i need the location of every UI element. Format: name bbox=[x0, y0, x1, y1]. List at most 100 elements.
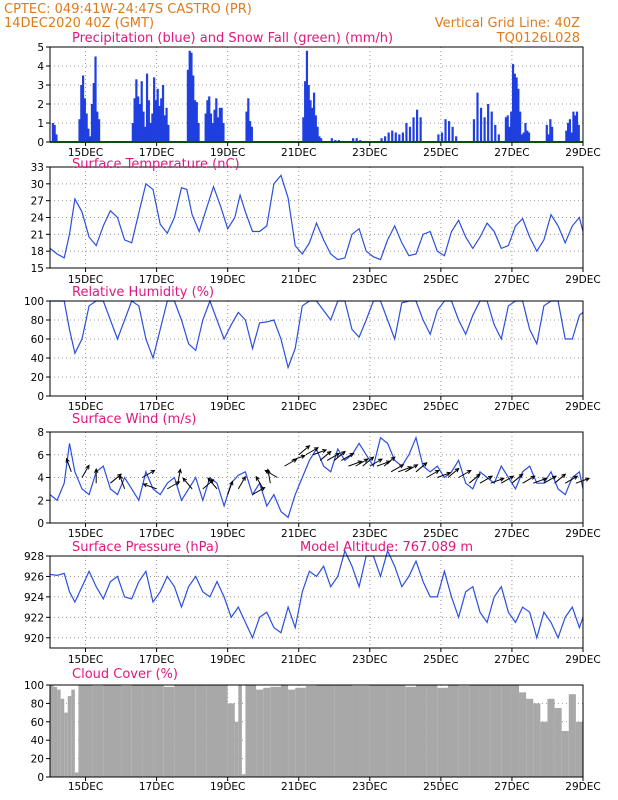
precip-bar bbox=[204, 113, 207, 142]
precip-bar bbox=[451, 126, 454, 142]
wind-arrow bbox=[182, 477, 193, 490]
wind-arrow-head bbox=[94, 468, 99, 474]
precip-bar bbox=[247, 98, 250, 142]
cloud-bar bbox=[64, 712, 68, 777]
wind-arrow bbox=[119, 475, 126, 490]
precip-bar bbox=[133, 98, 136, 142]
y-tick-label: 15 bbox=[31, 263, 44, 275]
y-tick-label: 0 bbox=[37, 772, 44, 784]
y-tick-label: 926 bbox=[24, 571, 44, 583]
x-tick-label: 29DEC bbox=[565, 147, 600, 159]
cloud-bar bbox=[78, 685, 82, 777]
wind-arrow bbox=[479, 475, 493, 484]
x-tick-label: 15DEC bbox=[68, 528, 103, 540]
precip-bar bbox=[401, 132, 404, 142]
precip-bar bbox=[387, 132, 390, 142]
cloud-bar bbox=[501, 685, 512, 777]
panel-frame bbox=[49, 684, 584, 778]
wind-arrow-head bbox=[422, 462, 428, 467]
precip-bar bbox=[511, 64, 515, 142]
cloud-bar bbox=[92, 685, 104, 777]
wind-arrow-head bbox=[434, 469, 440, 475]
panel-frame bbox=[49, 46, 584, 143]
x-tick-label: 23DEC bbox=[352, 274, 387, 286]
x-tick-label: 25DEC bbox=[423, 147, 458, 159]
panel-title: Surface Temperature (nC) bbox=[72, 157, 240, 172]
x-tick-label: 15DEC bbox=[68, 147, 103, 159]
x-tick-label: 17DEC bbox=[139, 274, 174, 286]
x-tick-label: 23DEC bbox=[352, 401, 387, 413]
precip-bar bbox=[186, 69, 190, 142]
precip-bar bbox=[217, 117, 220, 142]
wind-arrow-head bbox=[229, 480, 234, 486]
wind-arrow-head bbox=[390, 456, 396, 461]
x-tick-label: 17DEC bbox=[139, 528, 174, 540]
x-tick-label: 15DEC bbox=[68, 401, 103, 413]
panel-frame bbox=[49, 431, 584, 524]
wind-arrow bbox=[284, 458, 297, 467]
cloud-bar bbox=[74, 772, 79, 777]
wind-arrow bbox=[167, 481, 180, 490]
cloud-bar bbox=[53, 686, 58, 777]
x-tick-label: 17DEC bbox=[139, 401, 174, 413]
y-tick-label: 80 bbox=[31, 315, 44, 327]
y-tick-label: 6 bbox=[37, 450, 44, 462]
precip-bar bbox=[92, 83, 95, 142]
cloud-bar bbox=[195, 685, 207, 777]
cloud-bar bbox=[426, 685, 438, 777]
wind-arrow-head bbox=[476, 473, 481, 479]
wind-arrow bbox=[362, 456, 374, 467]
precip-bar bbox=[437, 134, 440, 142]
x-tick-label: 19DEC bbox=[210, 654, 245, 666]
precip-bar bbox=[545, 124, 548, 142]
header: CPTEC: 049:41W-24:47S CASTRO (PR) 14DEC2… bbox=[4, 2, 580, 46]
wind-arrow bbox=[426, 470, 440, 478]
wind-arrow bbox=[522, 475, 535, 484]
y-tick-label: 0 bbox=[37, 391, 44, 403]
series-line bbox=[49, 549, 584, 641]
precip-bar bbox=[153, 77, 156, 142]
y-tick-label: 4 bbox=[37, 61, 44, 73]
wind-arrow bbox=[333, 451, 346, 461]
precip-bar bbox=[167, 124, 170, 142]
cloud-bar bbox=[405, 686, 416, 777]
y-tick-label: 2 bbox=[37, 495, 44, 507]
wind-arrow-head bbox=[207, 477, 212, 483]
wind-arrow bbox=[564, 475, 578, 484]
x-tick-label: 23DEC bbox=[352, 528, 387, 540]
precip-bar bbox=[567, 123, 570, 142]
wind-arrow-head bbox=[175, 481, 181, 486]
x-tick-label: 27DEC bbox=[494, 401, 529, 413]
cloud-bar bbox=[227, 703, 235, 777]
x-tick-label: 17DEC bbox=[139, 147, 174, 159]
wind-arrow bbox=[66, 458, 72, 472]
precip-bar bbox=[192, 75, 195, 142]
wind-arrow-head bbox=[209, 479, 215, 484]
precip-bar bbox=[519, 111, 522, 142]
cloud-bar bbox=[60, 698, 65, 777]
precip-bar bbox=[53, 124, 56, 142]
wind-arrow bbox=[255, 476, 264, 490]
cloud-bar bbox=[245, 685, 249, 777]
precip-bar bbox=[85, 113, 88, 142]
x-tick-label: 23DEC bbox=[352, 781, 387, 793]
wind-arrow bbox=[575, 477, 590, 484]
cloud-bar bbox=[103, 685, 114, 777]
x-tick-label: 29DEC bbox=[565, 654, 600, 666]
precip-bar bbox=[131, 123, 134, 142]
cloud-bar bbox=[85, 685, 93, 777]
cloud-bar bbox=[526, 698, 534, 777]
precip-bar bbox=[483, 117, 486, 142]
cloud-bar bbox=[206, 685, 218, 777]
x-tick-label: 21DEC bbox=[281, 781, 316, 793]
wind-arrow bbox=[554, 473, 566, 484]
precip-bar bbox=[355, 138, 358, 142]
precip-bar bbox=[440, 132, 444, 142]
wind-arrow-head bbox=[313, 447, 319, 452]
precip-bar bbox=[575, 111, 579, 142]
precip-bar bbox=[89, 136, 92, 142]
panel-1: 0 1 2 3 4 5 15DEC 17DEC 19DEC 21DEC 23DEC 25DEC 27DE… bbox=[37, 31, 600, 159]
cloud-bar bbox=[533, 703, 541, 777]
header-grid-line: Vertical Grid Line: 40Z bbox=[435, 16, 580, 31]
wind-arrow bbox=[501, 475, 514, 484]
